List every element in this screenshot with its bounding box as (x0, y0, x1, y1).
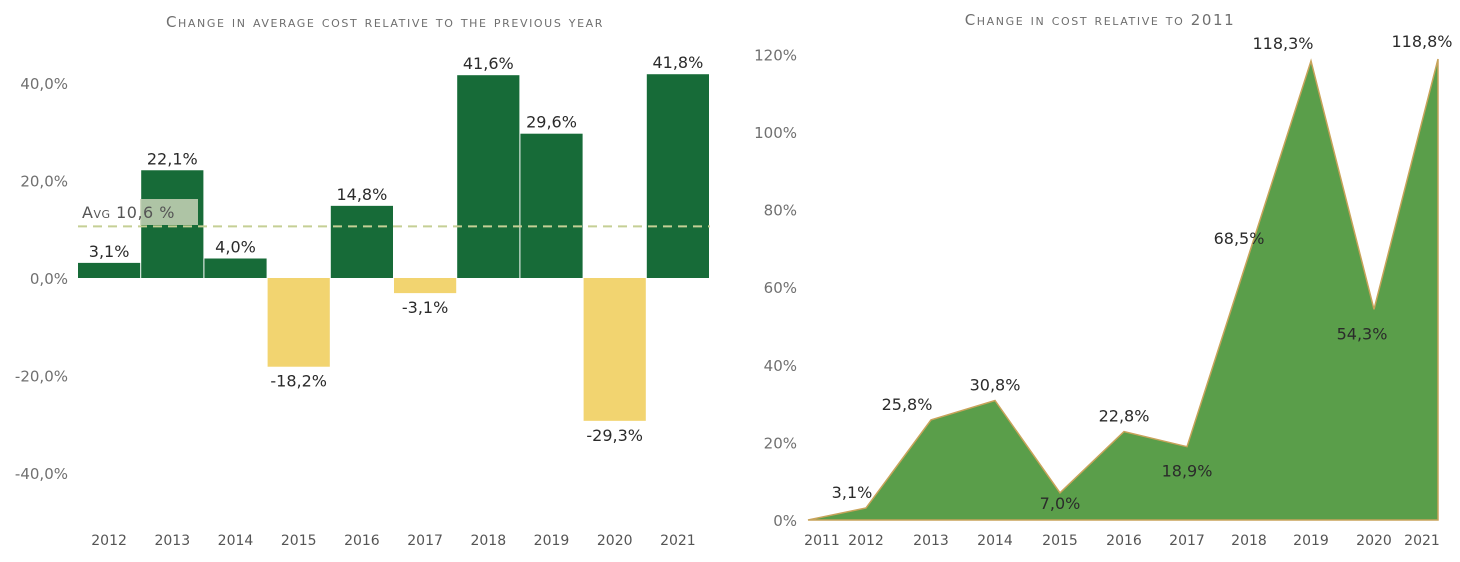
right-y-tick-label: 60% (764, 279, 797, 297)
bar-2019 (520, 133, 583, 278)
right-x-tick-label: 2017 (1169, 533, 1205, 549)
left-y-tick-label: -20,0% (15, 368, 68, 386)
area-value-label: 25,8% (882, 395, 933, 414)
bar-2012 (78, 262, 141, 278)
right-x-tick-label: 2014 (977, 533, 1013, 549)
right-x-tick-label: 2019 (1293, 533, 1329, 549)
bar-2014 (204, 258, 267, 278)
bar-2021 (646, 74, 709, 278)
area-series (807, 58, 1439, 521)
bar-value-label: 41,6% (463, 54, 514, 73)
area-value-label: 118,8% (1391, 32, 1452, 51)
left-x-tick-label: 2021 (660, 533, 696, 549)
area-value-label: 118,3% (1252, 34, 1313, 53)
right-x-tick-label: 2018 (1231, 533, 1267, 549)
right-y-tick-label: 20% (764, 434, 797, 452)
right-area-chart: 120% 100% 80% 60% 40% 20% 0% 2011 3,1% 2012 25,8% 2… (754, 32, 1452, 549)
right-x-tick-label: 2013 (913, 533, 949, 549)
left-x-tick-label: 2020 (597, 533, 633, 549)
left-x-tick-label: 2018 (470, 533, 506, 549)
right-x-tick-label: 2015 (1042, 533, 1078, 549)
bar-2017 (394, 278, 457, 294)
right-y-tick-label: 40% (764, 357, 797, 375)
left-bar-chart: 40,0% 20,0% 0,0% -20,0% -40,0% 3,1% 2012 22,1% 2… (15, 53, 710, 549)
left-x-tick-label: 2019 (534, 533, 570, 549)
right-y-tick-label: 80% (764, 202, 797, 220)
average-label: Avg 10,6 % (82, 203, 175, 222)
bar-value-label: 41,8% (652, 53, 703, 72)
right-x-tick-label: 2012 (848, 533, 884, 549)
right-y-tick-label: 100% (754, 124, 797, 142)
bar-value-label: 3,1% (89, 242, 130, 261)
right-chart-title: Change in cost relative to 2011 (965, 11, 1236, 29)
bar-2015 (267, 278, 330, 367)
right-x-tick-label: 2016 (1106, 533, 1142, 549)
area-value-label: 54,3% (1337, 324, 1388, 343)
left-x-tick-label: 2013 (154, 533, 190, 549)
area-value-label: 22,8% (1099, 407, 1150, 426)
right-x-tick-label: 2011 (804, 533, 840, 549)
right-y-tick-label: 0% (773, 512, 797, 530)
bar-2018 (457, 75, 520, 278)
bar-value-label: 4,0% (215, 238, 256, 257)
left-x-tick-label: 2017 (407, 533, 443, 549)
left-x-tick-label: 2016 (344, 533, 380, 549)
left-y-tick-label: -40,0% (15, 465, 68, 483)
bar-value-label: -18,2% (270, 372, 327, 391)
area-value-label: 68,5% (1214, 229, 1265, 248)
left-x-tick-label: 2014 (218, 533, 254, 549)
bar-2020 (583, 278, 646, 421)
right-y-tick-label: 120% (754, 46, 797, 64)
area-value-label: 3,1% (832, 483, 873, 502)
area-value-label: 18,9% (1162, 462, 1213, 481)
bar-value-label: 14,8% (336, 185, 387, 204)
right-x-tick-label: 2021 (1404, 533, 1440, 549)
left-y-tick-label: 40,0% (20, 75, 68, 93)
average-label-highlight (140, 199, 198, 225)
bar-value-label: -3,1% (402, 298, 448, 317)
left-x-tick-label: 2015 (281, 533, 317, 549)
left-chart-title: Change in average cost relative to the p… (166, 13, 604, 31)
left-y-tick-label: 0,0% (30, 270, 68, 288)
area-value-label: 30,8% (970, 375, 1021, 394)
area-value-label: 7,0% (1040, 494, 1081, 513)
right-x-tick-label: 2020 (1356, 533, 1392, 549)
left-x-tick-label: 2012 (91, 533, 127, 549)
bar-value-label: -29,3% (586, 426, 643, 445)
bar-2016 (330, 205, 393, 278)
left-y-tick-label: 20,0% (20, 173, 68, 191)
bar-value-label: 22,1% (147, 149, 198, 168)
bar-value-label: 29,6% (526, 113, 577, 132)
